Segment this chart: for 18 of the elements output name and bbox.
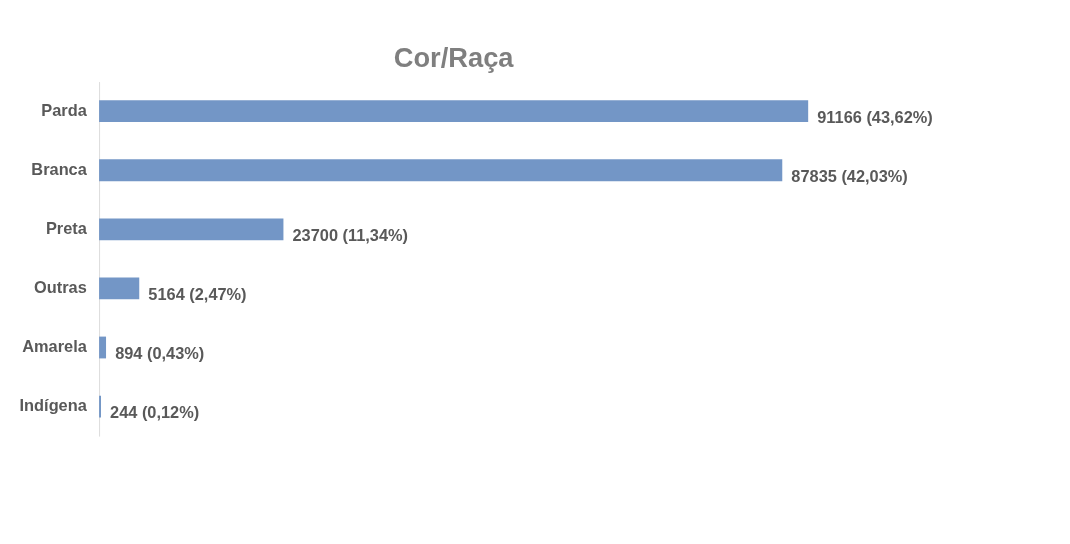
y-tick-label: Amarela: [22, 337, 88, 356]
y-tick-label: Branca: [31, 159, 88, 178]
data-label: 5164 (2,47%): [148, 285, 247, 304]
data-label: 894 (0,43%): [115, 344, 205, 363]
data-label: 91166 (43,62%): [817, 107, 933, 126]
data-label: 244 (0,12%): [110, 403, 200, 422]
y-tick-label: Parda: [41, 100, 88, 119]
data-label: 87835 (42,03%): [791, 167, 908, 186]
chart-title: Cor/Raça: [393, 42, 515, 74]
y-tick-label: Preta: [45, 218, 88, 237]
y-tick-label: Outras: [34, 277, 87, 296]
bar: [99, 159, 783, 182]
data-label: 23700 (11,34%): [292, 226, 409, 245]
y-tick-label: Indígena: [19, 396, 88, 415]
bar: [99, 218, 284, 241]
bar: [99, 336, 107, 359]
bar: [99, 100, 809, 123]
bar: [99, 277, 140, 300]
